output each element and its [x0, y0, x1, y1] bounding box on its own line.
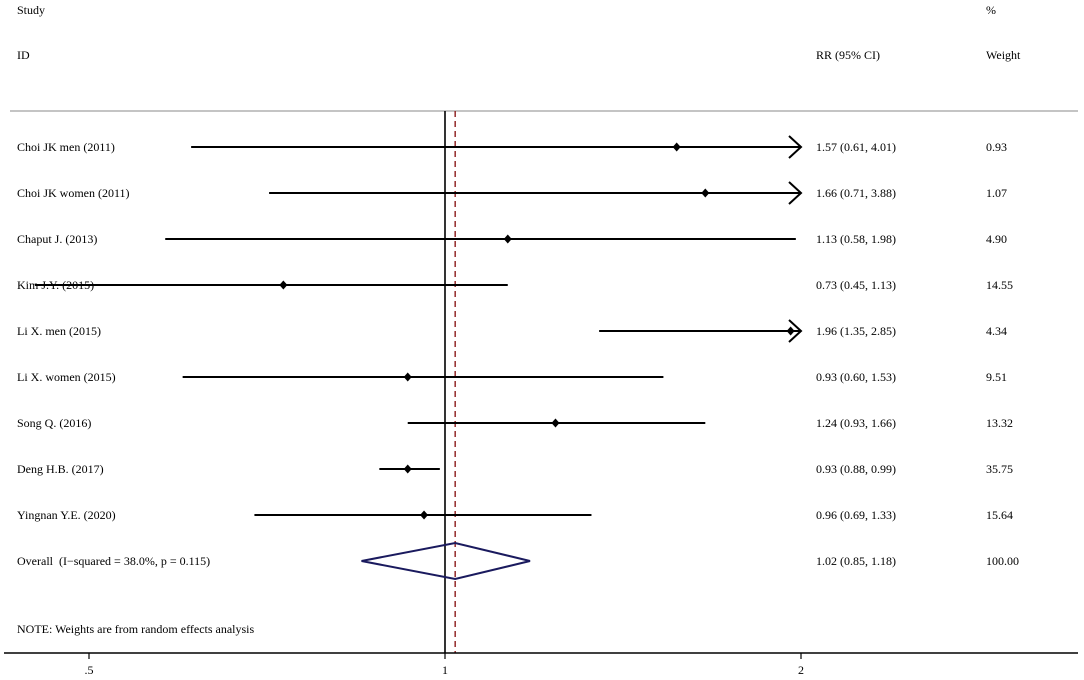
overall-diamond	[361, 541, 531, 581]
study-label: Chaput J. (2013)	[17, 232, 98, 246]
point-estimate	[403, 372, 412, 382]
header-weight: Weight	[986, 48, 1021, 62]
study-label: Choi JK men (2011)	[17, 140, 115, 154]
header-id: ID	[17, 48, 30, 62]
study-weight: 9.51	[986, 370, 1007, 384]
point-estimate	[420, 510, 429, 520]
study-label: Song Q. (2016)	[17, 416, 92, 430]
study-ci-text: 0.96 (0.69, 1.33)	[816, 508, 896, 522]
x-tick-label: 2	[798, 663, 804, 677]
header-study: Study	[17, 3, 46, 17]
point-estimate	[279, 280, 288, 290]
study-ci-text: 0.93 (0.60, 1.53)	[816, 370, 896, 384]
study-weight: 0.93	[986, 140, 1007, 154]
study-ci-text: 1.57 (0.61, 4.01)	[816, 140, 896, 154]
study-ci-text: 1.96 (1.35, 2.85)	[816, 324, 896, 338]
study-weight: 35.75	[986, 462, 1013, 476]
study-weight: 15.64	[986, 508, 1013, 522]
study-label: Choi JK women (2011)	[17, 186, 130, 200]
study-ci-text: 1.66 (0.71, 3.88)	[816, 186, 896, 200]
x-tick-label: 1	[442, 663, 448, 677]
study-weight: 4.34	[986, 324, 1007, 338]
point-estimate	[786, 326, 795, 336]
study-label: Li X. men (2015)	[17, 324, 101, 338]
point-estimate	[701, 188, 710, 198]
point-estimate	[403, 464, 412, 474]
point-estimate	[503, 234, 512, 244]
ci-arrow-right	[788, 181, 803, 205]
header-percent: %	[986, 3, 996, 17]
study-ci-text: 1.13 (0.58, 1.98)	[816, 232, 896, 246]
ci-arrow-right	[788, 319, 803, 343]
study-weight: 13.32	[986, 416, 1013, 430]
point-estimate	[551, 418, 560, 428]
study-label: Deng H.B. (2017)	[17, 462, 104, 476]
overall-weight: 100.00	[986, 554, 1019, 568]
header-rr: RR (95% CI)	[816, 48, 880, 62]
overall-ci-text: 1.02 (0.85, 1.18)	[816, 554, 896, 568]
study-ci-text: 0.73 (0.45, 1.13)	[816, 278, 896, 292]
study-weight: 1.07	[986, 186, 1007, 200]
note-text: NOTE: Weights are from random effects an…	[17, 622, 255, 636]
study-label: Li X. women (2015)	[17, 370, 116, 384]
ci-arrow-right	[788, 135, 803, 159]
x-tick-label: .5	[84, 663, 94, 677]
overall-label: Overall (I−squared = 38.0%, p = 0.115)	[17, 554, 211, 568]
study-label: Yingnan Y.E. (2020)	[17, 508, 116, 522]
study-weight: 14.55	[986, 278, 1013, 292]
study-ci-text: 1.24 (0.93, 1.66)	[816, 416, 896, 430]
study-weight: 4.90	[986, 232, 1007, 246]
study-ci-text: 0.93 (0.88, 0.99)	[816, 462, 896, 476]
point-estimate	[672, 142, 681, 152]
